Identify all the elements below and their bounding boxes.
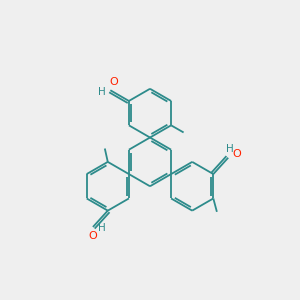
Text: H: H (98, 224, 106, 233)
Text: O: O (110, 77, 118, 87)
Text: O: O (88, 231, 97, 241)
Text: O: O (233, 149, 242, 159)
Text: H: H (226, 144, 233, 154)
Text: H: H (98, 87, 106, 97)
